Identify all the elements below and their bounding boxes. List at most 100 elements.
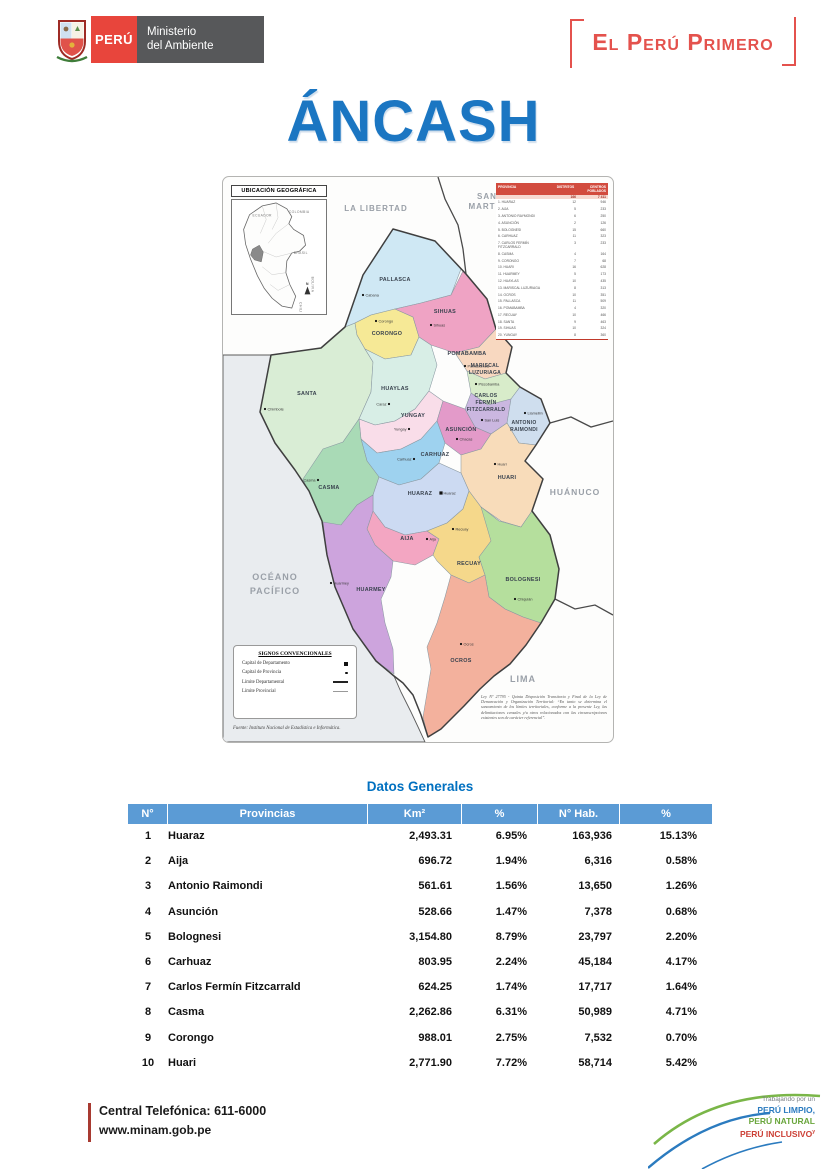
map-legal-note: Ley Nº 27795 - Quinta Disposición Transi… bbox=[481, 694, 607, 720]
neighbor-label: OCÉANO bbox=[252, 572, 298, 582]
peru-limpio-logo: Trabajando por un PERÚ LIMPIO, PERÚ NATU… bbox=[647, 1080, 827, 1169]
stats-total-row: 166 7 411 bbox=[496, 195, 608, 199]
capital-dot-marker bbox=[429, 323, 433, 327]
inset-country-label: BOLIVIA bbox=[310, 277, 314, 293]
peru-limpio-text: Trabajando por un PERÚ LIMPIO, PERÚ NATU… bbox=[740, 1094, 815, 1140]
stats-cell: 12 bbox=[572, 200, 576, 205]
province-label: SIHUAS bbox=[434, 309, 456, 315]
capital-label: Sihuas bbox=[434, 323, 446, 327]
capital-label: Chimbote bbox=[268, 407, 284, 411]
table-row: 6 Carhuaz 803.95 2.24% 45,184 4.17% bbox=[128, 950, 712, 975]
stats-row: 4. ASUNCIÓN 2 126 bbox=[496, 219, 608, 226]
stats-row: 3. ANTONIO RAYMONDI 6 250 bbox=[496, 213, 608, 220]
capital-label: Huari bbox=[498, 462, 507, 466]
stats-row: 7. CARLOS FERMÍN FITZCARRALD 3 233 bbox=[496, 240, 608, 251]
footer-website[interactable]: www.minam.gob.pe bbox=[99, 1123, 212, 1137]
stats-cell: 463 bbox=[600, 319, 606, 324]
stats-cell: 5. BOLOGNESI bbox=[498, 227, 522, 232]
ancash-map: LA LIBERTAD SAN MARTÍN HUÁNUCO LIMA OCÉANO PAC… bbox=[222, 176, 614, 743]
capital-label: Ocros bbox=[464, 642, 474, 646]
capital-dot-marker bbox=[329, 581, 333, 585]
capital-label: Chacas bbox=[460, 437, 473, 441]
stats-row: 15. PALLASCA 11 509 bbox=[496, 298, 608, 305]
inset-country-label: CHILE bbox=[299, 302, 303, 312]
stats-cell: 351 bbox=[600, 292, 606, 297]
stats-row: 12. HUAYLAS 10 435 bbox=[496, 278, 608, 285]
table-row: 9 Corongo 988.01 2.75% 7,532 0.70% bbox=[128, 1026, 712, 1051]
table-cell: 2.24% bbox=[495, 955, 527, 968]
province-label: FERMÍN bbox=[476, 398, 497, 406]
stats-header-cell: PROVINCIA bbox=[498, 185, 517, 189]
stats-cell: 9 bbox=[574, 319, 576, 324]
logo-line2: PERÚ NATURAL bbox=[748, 1116, 815, 1126]
province-label: HUARI bbox=[498, 475, 517, 481]
capital-dot-marker bbox=[263, 407, 267, 411]
peru-label: PERÚ bbox=[94, 32, 134, 47]
table-header-row: N° Provincias Km²% N° Hab.% bbox=[128, 804, 712, 824]
table-row: 1 Huaraz 2,493.31 6.95% 163,936 15.13% bbox=[128, 824, 712, 849]
stats-cell: 10 bbox=[572, 278, 576, 283]
neighbor-label: LA LIBERTAD bbox=[344, 204, 407, 213]
capital-dot-marker bbox=[387, 402, 391, 406]
ancash-highlight-shape bbox=[250, 244, 264, 263]
table-cell: 0.68% bbox=[665, 905, 697, 918]
stats-cell: 8 bbox=[574, 285, 576, 290]
stats-total-cell: 166 bbox=[570, 195, 576, 199]
province-label: ASUNCIÓN bbox=[445, 425, 476, 433]
table-cell: 1.64% bbox=[665, 981, 697, 994]
peru-outline-icon: ECUADOR COLOMBIA BRASIL BOLIVIA CHILE N bbox=[243, 202, 314, 314]
table-cell: 1.26% bbox=[665, 880, 697, 893]
inset-title: UBICACIÓN GEOGRÁFICA bbox=[231, 185, 327, 197]
capital-dot-marker bbox=[474, 382, 478, 386]
table-cell: 988.01 bbox=[418, 1031, 452, 1044]
table-cell: 7 bbox=[144, 981, 152, 994]
capital-label: Pomabamba bbox=[468, 364, 490, 368]
table-cell: 4 bbox=[144, 905, 152, 918]
capital-label: San Luis bbox=[485, 418, 500, 422]
neighbor-label: LIMA bbox=[510, 674, 536, 684]
slogan-text: El Perú Primero bbox=[592, 29, 774, 55]
peru-inset-map: ECUADOR COLOMBIA BRASIL BOLIVIA CHILE N bbox=[231, 199, 327, 315]
page-title: ÁNCASH bbox=[286, 89, 541, 154]
stats-cell: 435 bbox=[600, 278, 606, 283]
logo-line1: PERÚ LIMPIO, bbox=[757, 1105, 815, 1115]
table-cell: Carlos Fermín Fitzcarrald bbox=[168, 981, 301, 994]
table-cell: 1.94% bbox=[495, 855, 527, 868]
table-cell: 4.17% bbox=[665, 955, 697, 968]
table-cell: 8.79% bbox=[495, 930, 527, 943]
stats-cell: 466 bbox=[600, 312, 606, 317]
inset-internal-border bbox=[268, 223, 289, 244]
province-label: LUZURIAGA bbox=[469, 370, 501, 376]
stats-cell: 5 bbox=[574, 272, 576, 277]
province-label: CASMA bbox=[318, 485, 339, 491]
peru-brand-block: PERÚ bbox=[91, 16, 137, 63]
table-row: 10 Huari 2,771.90 7.72% 58,714 5.42% bbox=[128, 1051, 712, 1076]
table-cell: Aija bbox=[168, 855, 189, 868]
stats-cell: 12. HUAYLAS bbox=[498, 278, 519, 283]
stats-cell: 946 bbox=[600, 200, 606, 205]
stats-cell: 323 bbox=[600, 234, 606, 239]
table-cell: 6.95% bbox=[495, 830, 527, 842]
table-cell: 6.31% bbox=[495, 1006, 527, 1019]
capital-dot-marker bbox=[513, 597, 517, 601]
province-label: PALLASCA bbox=[379, 277, 410, 283]
inset-internal-border bbox=[262, 266, 286, 275]
province-label: YUNGAY bbox=[401, 413, 425, 419]
table-cell: 10 bbox=[141, 1056, 155, 1069]
table-header-cell: % bbox=[462, 804, 538, 824]
legend-label: Límite Departamental bbox=[242, 679, 285, 685]
inset-internal-border bbox=[270, 284, 290, 291]
stats-cell: 10 bbox=[572, 312, 576, 317]
table-header-cell: Provincias bbox=[168, 804, 368, 824]
stats-cell: 14. OCROS bbox=[498, 292, 516, 297]
swoosh-arcs-icon bbox=[647, 1093, 821, 1169]
stats-cell: 16 bbox=[572, 265, 576, 270]
table-cell: Huaraz bbox=[168, 830, 205, 842]
table-cell: 23,797 bbox=[578, 930, 612, 943]
stats-row: 10. HUARI 16 628 bbox=[496, 264, 608, 271]
capital-dot-marker bbox=[523, 411, 527, 415]
stats-cell: 4. ASUNCIÓN bbox=[498, 220, 519, 225]
neighbor-label: PACÍFICO bbox=[250, 586, 300, 596]
stats-row: 8. CASMA 4 164 bbox=[496, 250, 608, 257]
